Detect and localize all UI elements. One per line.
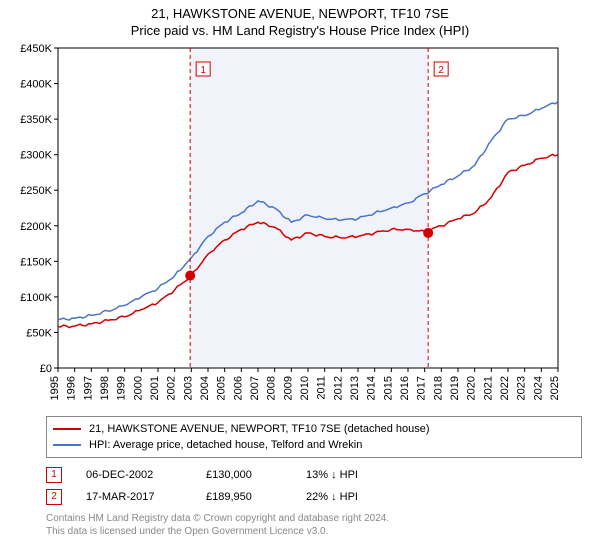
svg-text:2019: 2019 [449, 376, 461, 400]
svg-text:£450K: £450K [20, 43, 52, 55]
svg-text:£100K: £100K [20, 292, 52, 304]
svg-text:£200K: £200K [20, 221, 52, 233]
svg-text:2023: 2023 [516, 376, 528, 400]
svg-text:£250K: £250K [20, 185, 52, 197]
svg-text:£350K: £350K [20, 114, 52, 126]
chart-container: 21, HAWKSTONE AVENUE, NEWPORT, TF10 7SE … [0, 0, 600, 560]
svg-text:2005: 2005 [216, 376, 228, 400]
svg-text:£0: £0 [40, 363, 52, 375]
svg-text:2004: 2004 [199, 376, 211, 400]
svg-text:2014: 2014 [366, 376, 378, 400]
svg-text:2000: 2000 [132, 376, 144, 400]
svg-text:2009: 2009 [282, 376, 294, 400]
svg-text:2011: 2011 [316, 376, 328, 400]
sale-row: 1 06-DEC-2002 £130,000 13% ↓ HPI [46, 464, 582, 486]
svg-text:2006: 2006 [232, 376, 244, 400]
legend-label: 21, HAWKSTONE AVENUE, NEWPORT, TF10 7SE … [89, 423, 430, 435]
svg-text:2012: 2012 [332, 376, 344, 400]
svg-text:2013: 2013 [349, 376, 361, 400]
chart-plot-area: £0 £50K £100K £150K £200K £250K £300K £350K £400… [12, 42, 572, 412]
footer-line: Contains HM Land Registry data © Crown c… [46, 512, 582, 525]
sale-price: £189,950 [206, 491, 306, 503]
sale-row: 2 17-MAR-2017 £189,950 22% ↓ HPI [46, 486, 582, 508]
svg-text:2020: 2020 [466, 376, 478, 400]
svg-text:1998: 1998 [99, 376, 111, 400]
chart-title-sub: Price paid vs. HM Land Registry's House … [0, 21, 600, 42]
legend-swatch [53, 428, 81, 430]
svg-text:£300K: £300K [20, 150, 52, 162]
svg-text:2008: 2008 [266, 376, 278, 400]
svg-text:1995: 1995 [49, 376, 61, 400]
legend-label: HPI: Average price, detached house, Telf… [89, 439, 362, 451]
svg-text:£150K: £150K [20, 256, 52, 268]
sales-table: 1 06-DEC-2002 £130,000 13% ↓ HPI 2 17-MA… [46, 464, 582, 508]
svg-text:1999: 1999 [116, 376, 128, 400]
chart-svg: £0 £50K £100K £150K £200K £250K £300K £350K £400… [12, 42, 572, 412]
sale-marker-icon: 2 [46, 489, 62, 505]
sale-date: 17-MAR-2017 [86, 491, 206, 503]
svg-text:2016: 2016 [399, 376, 411, 400]
sale-marker-icon: 1 [46, 467, 62, 483]
sale-price: £130,000 [206, 469, 306, 481]
sale-date: 06-DEC-2002 [86, 469, 206, 481]
sale-diff: 22% ↓ HPI [306, 491, 416, 503]
svg-text:2021: 2021 [482, 376, 494, 400]
footer-attribution: Contains HM Land Registry data © Crown c… [46, 512, 582, 538]
legend-swatch [53, 444, 81, 446]
legend-item: HPI: Average price, detached house, Telf… [53, 437, 575, 453]
chart-title-address: 21, HAWKSTONE AVENUE, NEWPORT, TF10 7SE [0, 0, 600, 21]
svg-text:2017: 2017 [416, 376, 428, 400]
svg-text:2002: 2002 [166, 376, 178, 400]
svg-text:2003: 2003 [182, 376, 194, 400]
svg-text:2022: 2022 [499, 376, 511, 400]
svg-text:2010: 2010 [299, 376, 311, 400]
svg-text:£50K: £50K [26, 327, 52, 339]
footer-line: This data is licensed under the Open Gov… [46, 525, 582, 538]
svg-text:2001: 2001 [149, 376, 161, 400]
svg-text:2015: 2015 [382, 376, 394, 400]
legend: 21, HAWKSTONE AVENUE, NEWPORT, TF10 7SE … [46, 416, 582, 458]
svg-text:£400K: £400K [20, 79, 52, 91]
svg-text:1996: 1996 [66, 376, 78, 400]
svg-text:2007: 2007 [249, 376, 261, 400]
svg-text:2025: 2025 [549, 376, 561, 400]
svg-text:2018: 2018 [432, 376, 444, 400]
svg-text:1: 1 [200, 65, 206, 76]
svg-text:1997: 1997 [82, 376, 94, 400]
legend-item: 21, HAWKSTONE AVENUE, NEWPORT, TF10 7SE … [53, 421, 575, 437]
svg-text:2024: 2024 [532, 376, 544, 400]
svg-text:2: 2 [438, 65, 444, 76]
sale-diff: 13% ↓ HPI [306, 469, 416, 481]
